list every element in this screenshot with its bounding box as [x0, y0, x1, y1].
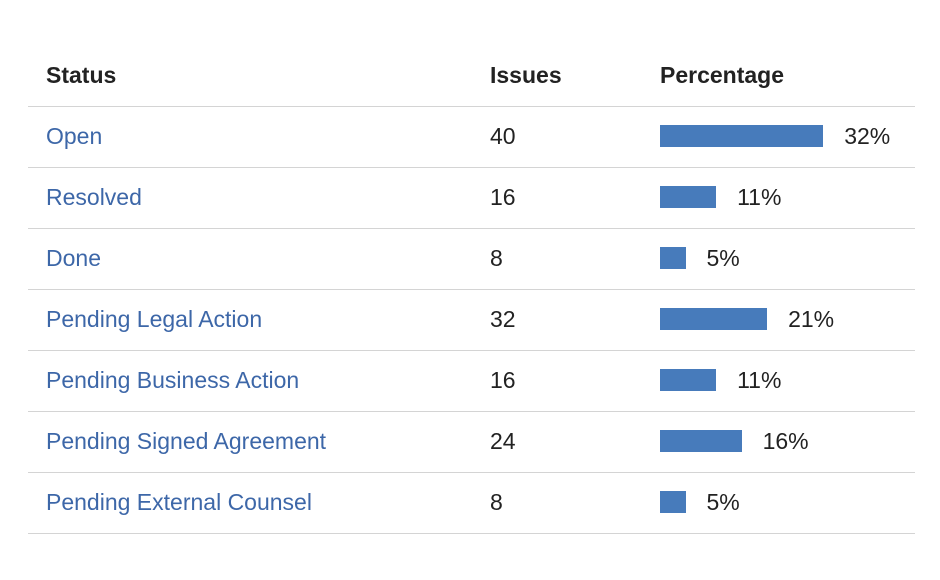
column-header: Issues [490, 62, 562, 88]
percentage-label: 32% [844, 123, 891, 149]
header-divider [28, 106, 915, 107]
status-link[interactable]: Done [46, 245, 101, 271]
percentage-label: 11% [737, 184, 782, 210]
status-link[interactable]: Resolved [46, 184, 142, 210]
status-link[interactable]: Pending Business Action [46, 367, 300, 393]
issue-count: 32 [490, 306, 516, 332]
issue-count: 8 [490, 245, 503, 271]
issue-count: 40 [490, 123, 516, 149]
percentage-label: 5% [706, 245, 740, 271]
row-divider [28, 350, 915, 351]
status-link[interactable]: Pending Signed Agreement [46, 428, 327, 454]
column-header: Percentage [660, 62, 785, 88]
percentage-label: 5% [706, 489, 740, 515]
row-divider [28, 411, 915, 412]
issue-count: 16 [490, 367, 516, 393]
percentage-label: 16% [762, 428, 809, 454]
percentage-bar [660, 430, 742, 452]
status-link[interactable]: Pending Legal Action [46, 306, 263, 332]
row-divider [28, 533, 915, 534]
row-divider [28, 167, 915, 168]
status-link[interactable]: Pending External Counsel [46, 489, 312, 515]
percentage-bar [660, 125, 824, 147]
row-divider [28, 472, 915, 473]
issue-count: 24 [490, 428, 516, 454]
percentage-bar [660, 247, 686, 269]
percentage-bar [660, 491, 686, 513]
column-header: Status [46, 62, 117, 88]
row-divider [28, 228, 915, 229]
percentage-bar [660, 308, 768, 330]
percentage-label: 11% [737, 367, 782, 393]
status-link[interactable]: Open [46, 123, 103, 149]
issue-count: 16 [490, 184, 516, 210]
row-divider [28, 289, 915, 290]
percentage-bar [660, 369, 717, 391]
percentage-label: 21% [788, 306, 835, 332]
issue-count: 8 [490, 489, 503, 515]
percentage-bar [660, 186, 717, 208]
